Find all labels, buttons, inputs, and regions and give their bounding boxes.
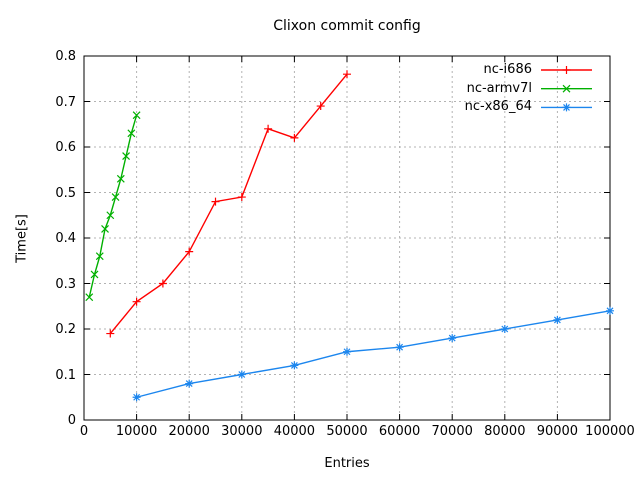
series-markers-nc-armv7l: [85, 111, 141, 302]
x-tick-label: 10000: [115, 424, 158, 439]
y-tick-label: 0.4: [55, 231, 76, 246]
y-tick-label: 0.8: [55, 49, 76, 64]
x-tick-label: 100000: [585, 424, 635, 439]
y-tick-label: 0.7: [55, 94, 76, 110]
x-axis-label: Entries: [324, 456, 370, 471]
x-tick-label: 20000: [168, 424, 210, 439]
y-tick-label: 0: [67, 413, 76, 428]
y-tick-label: 0.3: [55, 276, 76, 292]
series-line-nc-i686: [109, 73, 348, 334]
legend-key-marker-nc-armv7l: [562, 84, 571, 93]
x-tick-label: 50000: [326, 424, 368, 439]
series-markers-nc-x86_64: [132, 306, 614, 402]
chart-title: Clixon commit config: [273, 18, 421, 34]
legend-label-nc-x86_64: nc-x86_64: [464, 99, 532, 115]
series-line-nc-x86_64: [136, 310, 611, 398]
x-tick-label: 90000: [536, 424, 579, 439]
x-tick-label: 30000: [221, 424, 263, 439]
y-tick-label: 0.5: [55, 185, 76, 201]
series-markers-nc-i686: [106, 70, 351, 338]
x-tick-label: 0: [79, 424, 89, 439]
x-tick-label: 40000: [273, 424, 316, 439]
series-line-nc-armv7l: [88, 114, 138, 298]
x-tick-label: 80000: [484, 424, 526, 439]
legend-label-nc-armv7l: nc-armv7l: [466, 80, 532, 96]
legend-key-marker-nc-i686: [562, 66, 571, 74]
y-tick-label: 0.6: [55, 140, 76, 155]
y-tick-label: 0.1: [55, 367, 76, 383]
y-tick-label: 0.2: [55, 322, 76, 337]
x-tick-label: 70000: [431, 424, 473, 439]
x-tick-label: 60000: [378, 424, 421, 439]
legend-key-marker-nc-x86_64: [562, 103, 571, 112]
legend-label-nc-i686: nc-i686: [483, 62, 532, 77]
